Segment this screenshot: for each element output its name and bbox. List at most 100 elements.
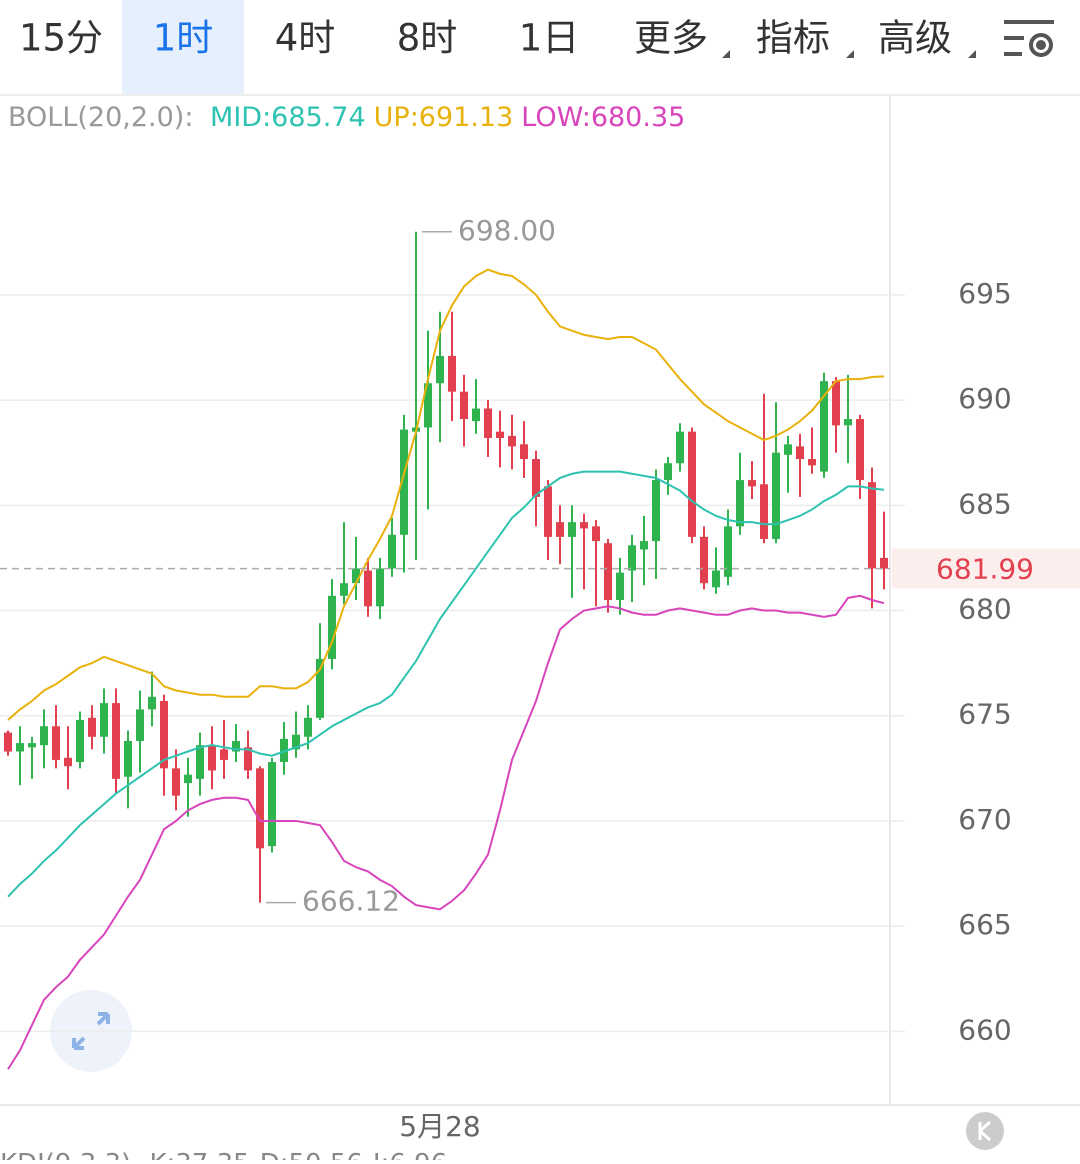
boll-line xyxy=(7,268,885,721)
candle-body xyxy=(628,545,636,571)
annotation-label: 666.12 xyxy=(302,885,400,918)
tab[interactable]: 指标 xyxy=(756,17,830,60)
y-tick-label: 695 xyxy=(958,277,1011,310)
candle-body xyxy=(844,419,852,426)
footer-item: D:50.56 xyxy=(260,1149,363,1161)
candle-body xyxy=(100,703,108,737)
tab[interactable]: 1时 xyxy=(153,17,214,60)
candle-body xyxy=(484,408,492,438)
candle-body xyxy=(472,408,480,422)
expand-icon xyxy=(72,1012,110,1050)
candle-body xyxy=(340,583,348,596)
candle-body xyxy=(688,431,696,537)
legend-entry: MID:685.74 xyxy=(210,102,366,133)
candle-body xyxy=(448,355,456,392)
candle-body xyxy=(16,743,24,752)
tab[interactable]: 高级 xyxy=(878,17,952,60)
tab[interactable]: 1日 xyxy=(519,17,580,60)
candle-body xyxy=(88,717,96,737)
candle-body xyxy=(700,536,708,584)
k-button[interactable] xyxy=(966,1112,1004,1150)
footer-indicator: KDJ(9,3,3) K:37.35 D:50.56 J:6.96 xyxy=(0,1149,447,1161)
tab[interactable]: 4时 xyxy=(275,17,336,60)
indicator-name: BOLL(20,2.0): xyxy=(8,102,193,133)
candle-body xyxy=(616,572,624,600)
candle-body xyxy=(364,570,372,607)
candle-body xyxy=(148,696,156,710)
candle-body xyxy=(220,749,228,760)
x-tick-label: 5月28 xyxy=(399,1110,480,1143)
y-tick-label: 665 xyxy=(958,908,1011,941)
legend-entry: LOW:680.35 xyxy=(521,102,685,133)
last-price-bg xyxy=(892,548,1080,589)
candle-body xyxy=(64,757,72,767)
y-tick-label: 670 xyxy=(958,803,1011,836)
candle-body xyxy=(604,543,612,600)
candle-body xyxy=(676,431,684,464)
candle-body xyxy=(208,745,216,771)
candle-body xyxy=(292,734,300,750)
candle-body xyxy=(736,480,744,527)
candle-body xyxy=(244,747,252,771)
settings-icon[interactable] xyxy=(1004,20,1054,57)
candle-body xyxy=(388,534,396,569)
candle-body xyxy=(184,774,192,784)
candle-body xyxy=(232,740,240,752)
candle-body xyxy=(52,726,60,760)
tab[interactable]: 8时 xyxy=(397,17,458,60)
candle-body xyxy=(556,522,564,537)
candle-body xyxy=(592,526,600,542)
tab[interactable]: 15分 xyxy=(19,17,103,60)
candle-body xyxy=(808,459,816,466)
candle-body xyxy=(520,444,528,460)
y-tick-label: 680 xyxy=(958,593,1011,626)
y-tick-label: 660 xyxy=(958,1013,1011,1046)
candle-body xyxy=(880,557,888,569)
candle-body xyxy=(172,768,180,796)
candle-body xyxy=(568,522,576,537)
candle-body xyxy=(580,522,588,529)
candle-body xyxy=(508,435,516,447)
candle-body xyxy=(772,452,780,539)
candle-body xyxy=(352,568,360,584)
candle-body xyxy=(376,568,384,607)
last-price-label: 681.99 xyxy=(936,553,1034,586)
candle-body xyxy=(664,463,672,481)
candle-body xyxy=(304,717,312,737)
candle-body xyxy=(496,431,504,438)
candle-body xyxy=(256,768,264,849)
dropdown-arrows xyxy=(722,50,976,58)
candle-body xyxy=(400,429,408,535)
candle-body xyxy=(4,732,12,752)
candle-body xyxy=(832,381,840,426)
candle-body xyxy=(820,381,828,472)
legend-entry: UP:691.13 xyxy=(374,102,514,133)
candle-body xyxy=(640,541,648,550)
candle-body xyxy=(328,595,336,659)
candle-body xyxy=(268,762,276,847)
footer-indicator-name: KDJ(9,3,3) xyxy=(0,1149,131,1161)
candle-body xyxy=(124,740,132,777)
y-tick-label: 685 xyxy=(958,487,1011,520)
candle-body xyxy=(712,570,720,588)
candle-body xyxy=(112,703,120,779)
candle-body xyxy=(136,709,144,741)
candle-body xyxy=(760,484,768,539)
candle-body xyxy=(76,719,84,763)
y-tick-label: 690 xyxy=(958,382,1011,415)
footer-item: K:37.35 xyxy=(149,1149,249,1161)
candle-body xyxy=(868,482,876,569)
candle-body xyxy=(160,701,168,769)
candle-body xyxy=(28,743,36,748)
k-icon xyxy=(978,1120,992,1142)
candle-body xyxy=(724,526,732,577)
annotation-label: 698.00 xyxy=(458,214,556,247)
tab[interactable]: 更多 xyxy=(634,17,708,60)
candle-body xyxy=(532,459,540,497)
candle-body xyxy=(784,444,792,455)
footer-item: J:6.96 xyxy=(371,1149,447,1161)
candle-body xyxy=(652,480,660,542)
candle-body xyxy=(796,446,804,460)
